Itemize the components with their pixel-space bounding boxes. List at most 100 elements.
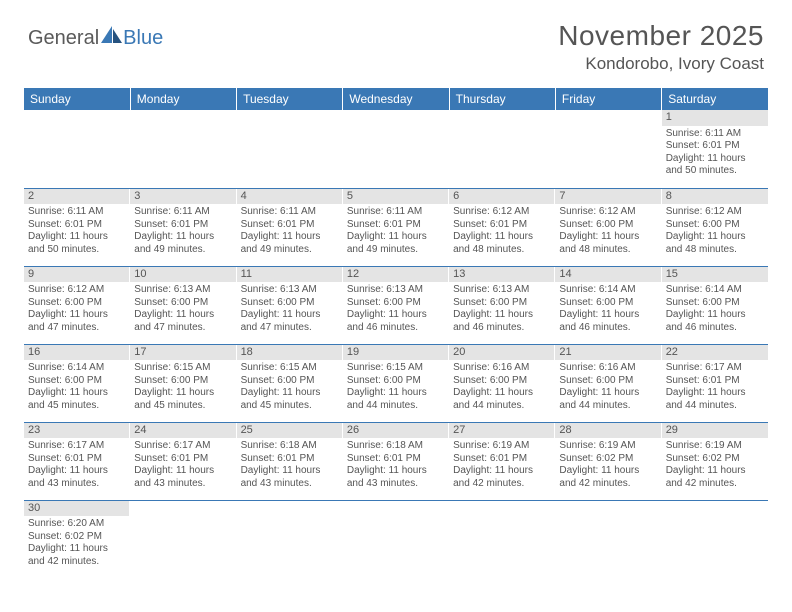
daylight-text: Daylight: 11 hours and 42 minutes. bbox=[453, 465, 551, 490]
daylight-text: Daylight: 11 hours and 44 minutes. bbox=[666, 387, 764, 412]
daylight-text: Daylight: 11 hours and 48 minutes. bbox=[559, 231, 657, 256]
calendar-cell bbox=[237, 500, 343, 578]
sunset-text: Sunset: 6:00 PM bbox=[453, 375, 551, 388]
calendar-cell: 28Sunrise: 6:19 AMSunset: 6:02 PMDayligh… bbox=[555, 422, 661, 500]
day-content: Sunrise: 6:12 AMSunset: 6:01 PMDaylight:… bbox=[449, 204, 555, 258]
day-number: 8 bbox=[662, 189, 768, 205]
calendar-cell: 12Sunrise: 6:13 AMSunset: 6:00 PMDayligh… bbox=[343, 266, 449, 344]
calendar-cell: 23Sunrise: 6:17 AMSunset: 6:01 PMDayligh… bbox=[24, 422, 130, 500]
sunset-text: Sunset: 6:01 PM bbox=[347, 219, 445, 232]
sunrise-text: Sunrise: 6:13 AM bbox=[347, 284, 445, 297]
day-content: Sunrise: 6:15 AMSunset: 6:00 PMDaylight:… bbox=[237, 360, 343, 414]
sunrise-text: Sunrise: 6:13 AM bbox=[241, 284, 339, 297]
day-number: 14 bbox=[555, 267, 661, 283]
day-header: Saturday bbox=[662, 88, 768, 110]
calendar-cell: 24Sunrise: 6:17 AMSunset: 6:01 PMDayligh… bbox=[130, 422, 236, 500]
sunrise-text: Sunrise: 6:12 AM bbox=[666, 206, 764, 219]
day-content: Sunrise: 6:15 AMSunset: 6:00 PMDaylight:… bbox=[130, 360, 236, 414]
sunset-text: Sunset: 6:02 PM bbox=[559, 453, 657, 466]
sunrise-text: Sunrise: 6:11 AM bbox=[666, 128, 764, 141]
daylight-text: Daylight: 11 hours and 49 minutes. bbox=[134, 231, 232, 256]
day-content: Sunrise: 6:19 AMSunset: 6:01 PMDaylight:… bbox=[449, 438, 555, 492]
sunrise-text: Sunrise: 6:12 AM bbox=[453, 206, 551, 219]
day-number bbox=[343, 110, 449, 112]
day-content: Sunrise: 6:11 AMSunset: 6:01 PMDaylight:… bbox=[130, 204, 236, 258]
day-header: Tuesday bbox=[237, 88, 343, 110]
day-content: Sunrise: 6:13 AMSunset: 6:00 PMDaylight:… bbox=[237, 282, 343, 336]
daylight-text: Daylight: 11 hours and 48 minutes. bbox=[453, 231, 551, 256]
daylight-text: Daylight: 11 hours and 42 minutes. bbox=[28, 543, 126, 568]
sunrise-text: Sunrise: 6:15 AM bbox=[134, 362, 232, 375]
day-header: Thursday bbox=[449, 88, 555, 110]
sunset-text: Sunset: 6:00 PM bbox=[28, 375, 126, 388]
day-number: 19 bbox=[343, 345, 449, 361]
day-content: Sunrise: 6:14 AMSunset: 6:00 PMDaylight:… bbox=[555, 282, 661, 336]
calendar-cell: 16Sunrise: 6:14 AMSunset: 6:00 PMDayligh… bbox=[24, 344, 130, 422]
sunrise-text: Sunrise: 6:18 AM bbox=[347, 440, 445, 453]
calendar-cell: 6Sunrise: 6:12 AMSunset: 6:01 PMDaylight… bbox=[449, 188, 555, 266]
day-number: 29 bbox=[662, 423, 768, 439]
calendar-cell: 2Sunrise: 6:11 AMSunset: 6:01 PMDaylight… bbox=[24, 188, 130, 266]
daylight-text: Daylight: 11 hours and 47 minutes. bbox=[241, 309, 339, 334]
day-number: 26 bbox=[343, 423, 449, 439]
sunset-text: Sunset: 6:01 PM bbox=[241, 453, 339, 466]
sunset-text: Sunset: 6:01 PM bbox=[347, 453, 445, 466]
daylight-text: Daylight: 11 hours and 43 minutes. bbox=[28, 465, 126, 490]
day-content: Sunrise: 6:18 AMSunset: 6:01 PMDaylight:… bbox=[237, 438, 343, 492]
day-content: Sunrise: 6:11 AMSunset: 6:01 PMDaylight:… bbox=[237, 204, 343, 258]
sunrise-text: Sunrise: 6:13 AM bbox=[134, 284, 232, 297]
calendar-cell: 19Sunrise: 6:15 AMSunset: 6:00 PMDayligh… bbox=[343, 344, 449, 422]
day-number bbox=[24, 110, 130, 112]
calendar-cell: 17Sunrise: 6:15 AMSunset: 6:00 PMDayligh… bbox=[130, 344, 236, 422]
calendar-cell bbox=[237, 110, 343, 188]
calendar-cell: 26Sunrise: 6:18 AMSunset: 6:01 PMDayligh… bbox=[343, 422, 449, 500]
day-number: 1 bbox=[662, 110, 768, 126]
daylight-text: Daylight: 11 hours and 42 minutes. bbox=[666, 465, 764, 490]
day-number bbox=[130, 501, 236, 503]
day-number: 13 bbox=[449, 267, 555, 283]
day-number: 25 bbox=[237, 423, 343, 439]
day-content: Sunrise: 6:19 AMSunset: 6:02 PMDaylight:… bbox=[555, 438, 661, 492]
daylight-text: Daylight: 11 hours and 44 minutes. bbox=[347, 387, 445, 412]
sunset-text: Sunset: 6:00 PM bbox=[347, 375, 445, 388]
day-content: Sunrise: 6:16 AMSunset: 6:00 PMDaylight:… bbox=[449, 360, 555, 414]
calendar-cell bbox=[449, 110, 555, 188]
sunset-text: Sunset: 6:01 PM bbox=[134, 219, 232, 232]
sunrise-text: Sunrise: 6:11 AM bbox=[241, 206, 339, 219]
sunrise-text: Sunrise: 6:15 AM bbox=[347, 362, 445, 375]
calendar-cell: 21Sunrise: 6:16 AMSunset: 6:00 PMDayligh… bbox=[555, 344, 661, 422]
brand-part2: Blue bbox=[123, 27, 163, 50]
sunset-text: Sunset: 6:01 PM bbox=[134, 453, 232, 466]
daylight-text: Daylight: 11 hours and 46 minutes. bbox=[666, 309, 764, 334]
day-content: Sunrise: 6:19 AMSunset: 6:02 PMDaylight:… bbox=[662, 438, 768, 492]
day-header: Friday bbox=[555, 88, 661, 110]
day-number: 6 bbox=[449, 189, 555, 205]
calendar-cell: 11Sunrise: 6:13 AMSunset: 6:00 PMDayligh… bbox=[237, 266, 343, 344]
daylight-text: Daylight: 11 hours and 44 minutes. bbox=[453, 387, 551, 412]
day-number: 21 bbox=[555, 345, 661, 361]
sunset-text: Sunset: 6:00 PM bbox=[559, 297, 657, 310]
daylight-text: Daylight: 11 hours and 46 minutes. bbox=[347, 309, 445, 334]
daylight-text: Daylight: 11 hours and 42 minutes. bbox=[559, 465, 657, 490]
sunrise-text: Sunrise: 6:18 AM bbox=[241, 440, 339, 453]
sunrise-text: Sunrise: 6:14 AM bbox=[559, 284, 657, 297]
day-number: 4 bbox=[237, 189, 343, 205]
daylight-text: Daylight: 11 hours and 45 minutes. bbox=[134, 387, 232, 412]
sunset-text: Sunset: 6:00 PM bbox=[666, 297, 764, 310]
sunset-text: Sunset: 6:00 PM bbox=[28, 297, 126, 310]
sunset-text: Sunset: 6:00 PM bbox=[134, 297, 232, 310]
day-number bbox=[555, 110, 661, 112]
calendar-cell: 20Sunrise: 6:16 AMSunset: 6:00 PMDayligh… bbox=[449, 344, 555, 422]
sunset-text: Sunset: 6:01 PM bbox=[28, 453, 126, 466]
calendar-cell bbox=[555, 500, 661, 578]
day-content: Sunrise: 6:12 AMSunset: 6:00 PMDaylight:… bbox=[24, 282, 130, 336]
calendar-cell: 27Sunrise: 6:19 AMSunset: 6:01 PMDayligh… bbox=[449, 422, 555, 500]
sunset-text: Sunset: 6:00 PM bbox=[559, 375, 657, 388]
daylight-text: Daylight: 11 hours and 49 minutes. bbox=[347, 231, 445, 256]
day-number bbox=[449, 110, 555, 112]
daylight-text: Daylight: 11 hours and 43 minutes. bbox=[241, 465, 339, 490]
day-number: 18 bbox=[237, 345, 343, 361]
sunset-text: Sunset: 6:01 PM bbox=[666, 375, 764, 388]
sunrise-text: Sunrise: 6:17 AM bbox=[28, 440, 126, 453]
sunset-text: Sunset: 6:00 PM bbox=[241, 375, 339, 388]
